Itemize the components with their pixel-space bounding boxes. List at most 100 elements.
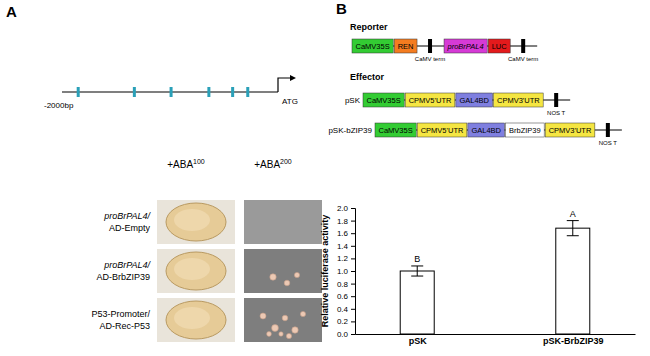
y-tick: 0.8	[337, 280, 355, 289]
error-bar-cap	[411, 265, 423, 266]
terminator	[428, 39, 432, 53]
colony	[267, 332, 272, 337]
cis-element	[133, 87, 136, 97]
error-bar-cap	[567, 220, 579, 221]
y-tick: 1.4	[337, 242, 355, 251]
construct-part-label: GAL4BD	[459, 96, 489, 105]
plate-growth	[244, 249, 322, 293]
row-label: P53-Promoter/	[91, 309, 150, 319]
y-tick-mark	[351, 208, 355, 209]
y-tick: 1.2	[337, 254, 355, 263]
y-tick-label: 1.4	[337, 242, 349, 251]
plate-growth	[157, 298, 235, 342]
y-tick-mark	[351, 309, 355, 310]
y-tick-mark	[351, 296, 355, 297]
y-tick-label: 1.8	[337, 217, 349, 226]
y-tick: 2.0	[337, 204, 355, 213]
x-tick: pSK	[409, 336, 428, 346]
colony	[282, 315, 288, 321]
colony	[272, 325, 279, 332]
x-tick-label: pSK-BrbZIP39	[543, 336, 604, 346]
y-axis-title: Relative luciferase activity	[320, 215, 330, 328]
error-bar-stem	[417, 266, 418, 276]
terminator-label: CaMV term	[508, 56, 538, 62]
x-axis: pSK pSK-BrbZIP39	[356, 335, 636, 347]
y-tick-mark	[351, 258, 355, 259]
construct-part	[417, 123, 467, 137]
y-tick-mark	[351, 334, 355, 335]
construct-part	[456, 93, 493, 107]
y-tick: 1.6	[337, 229, 355, 238]
y-tick-label: 0.8	[337, 280, 349, 289]
error-bar-stem	[572, 221, 573, 236]
construct-part	[505, 123, 544, 137]
y-axis: 0.00.20.40.60.81.01.21.41.61.82.0	[337, 204, 356, 339]
plate-growth	[244, 200, 322, 244]
y-tick: 0.6	[337, 292, 355, 301]
cis-element	[246, 87, 249, 97]
colony-spot	[166, 203, 226, 241]
y-tick-mark	[351, 271, 355, 272]
construct-part	[375, 123, 416, 137]
y-tick-mark	[351, 221, 355, 222]
y-tick-label: 1.0	[337, 267, 349, 276]
colony	[294, 272, 299, 277]
colony	[260, 313, 266, 319]
panel-label: B	[336, 0, 347, 17]
construct-part-label: CPMV5'UTR	[409, 96, 452, 105]
terminator-label: NOS T	[599, 140, 618, 146]
bar-chart: 0.00.20.40.60.81.01.21.41.61.82.0pSKpSK-…	[320, 204, 636, 346]
construct-part-label: REN	[398, 42, 414, 51]
construct-part	[352, 39, 393, 53]
y-tick: 0.2	[337, 317, 355, 326]
error-bar	[411, 266, 423, 276]
y-tick-label: 0.2	[337, 317, 349, 326]
column-header: +ABA200	[254, 158, 292, 170]
construct: CaMV35SCPMV5'UTRGAL4BDBrbZIP39CPMV3'UTRN…	[375, 123, 622, 146]
y-tick-label: 0.6	[337, 292, 349, 301]
y-tick-mark	[351, 321, 355, 322]
construct-part-label: CPMV3'UTR	[497, 96, 540, 105]
colony	[286, 333, 291, 338]
plate-growth	[157, 249, 235, 293]
row-label: AD-Empty	[109, 223, 151, 233]
cis-element	[207, 87, 210, 97]
colony	[300, 311, 305, 316]
construct-part-label: proBrPAL4	[447, 42, 484, 51]
construct-part-label: CaMV35S	[379, 126, 413, 135]
y-tick: 0.0	[337, 330, 355, 339]
cis-element	[170, 87, 173, 97]
significance-letter: B	[414, 254, 420, 264]
colony-highlight	[174, 258, 210, 280]
y-tick-mark	[351, 284, 355, 285]
construct: CaMV35SRENCaMV termproBrPAL4LUCCaMV term	[352, 39, 538, 62]
promoter-start-label: -2000bp	[44, 101, 74, 110]
y-tick-label: 1.6	[337, 229, 349, 238]
cis-element	[231, 87, 234, 97]
terminator-label: CaMV term	[415, 56, 445, 62]
colony-highlight	[174, 209, 210, 231]
row-label: AD-BrbZIP39	[96, 272, 150, 282]
error-bar-cap	[567, 235, 579, 236]
construct-part-label: CPMV5'UTR	[421, 126, 464, 135]
colony	[292, 327, 298, 333]
plot-area	[400, 221, 590, 334]
construct-part-label: LUC	[492, 42, 508, 51]
colony-spot	[166, 301, 226, 339]
construct-name: pSK-bZIP39	[328, 126, 372, 135]
promoter-end-label: ATG	[282, 97, 298, 106]
bar	[400, 271, 434, 334]
construct-part-label: CaMV35S	[367, 96, 401, 105]
construct-part	[444, 39, 487, 53]
x-tick-label: pSK	[409, 336, 428, 346]
colony-spot	[166, 252, 226, 290]
construct-part	[488, 39, 510, 53]
y-tick-label: 2.0	[337, 204, 349, 213]
y-axis-line	[351, 209, 356, 335]
y-tick: 1.8	[337, 217, 355, 226]
plate	[157, 298, 235, 342]
promoter-diagram: -2000bp ATG	[44, 75, 298, 110]
error-bar	[567, 221, 579, 236]
construct-part-label: CaMV35S	[356, 42, 390, 51]
row-label: proBrPAL4/	[103, 211, 151, 221]
